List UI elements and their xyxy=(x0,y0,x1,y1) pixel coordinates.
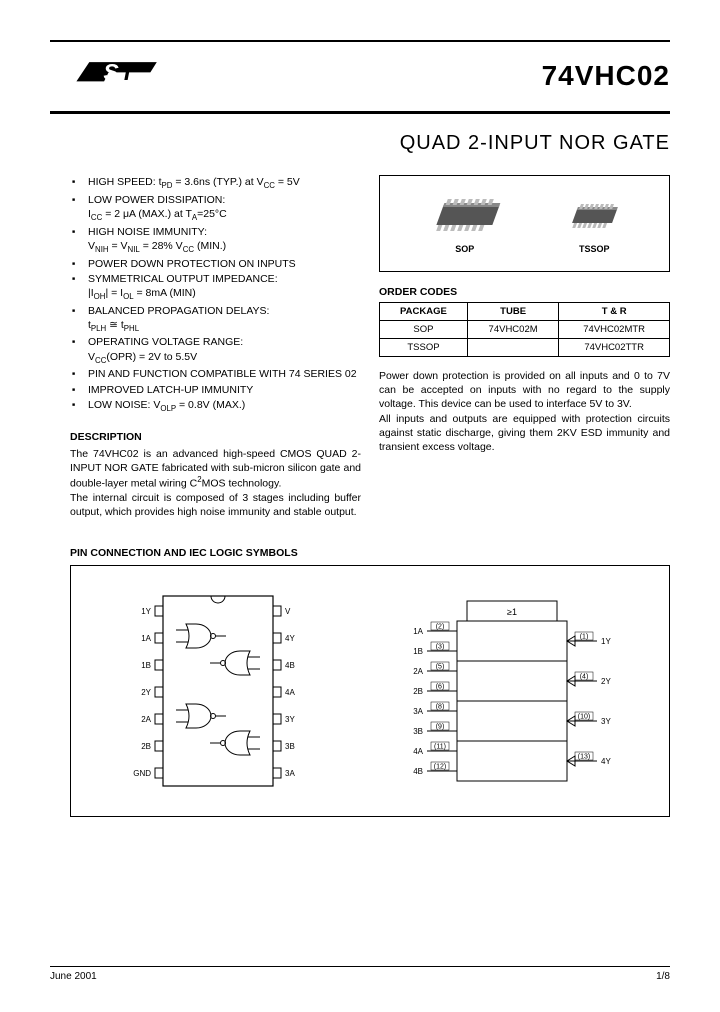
feature-item: SYMMETRICAL OUTPUT IMPEDANCE:|IOH| = IOL… xyxy=(80,272,361,303)
header: S T 74VHC02 xyxy=(70,48,670,103)
st-logo: S T xyxy=(70,48,160,103)
svg-text:4B: 4B xyxy=(413,767,423,776)
description-text: The 74VHC02 is an advanced high-speed CM… xyxy=(70,447,361,519)
iec-logic-diagram: ≥1 (2) 1A (3) 1B (5) 2A (6) 2B (8) 3A (9) 3B (11) 4A (… xyxy=(387,591,627,791)
svg-text:2Y: 2Y xyxy=(601,677,611,686)
right-description: Power down protection is provided on all… xyxy=(379,369,670,454)
svg-text:4B: 4B xyxy=(285,661,295,670)
feature-item: POWER DOWN PROTECTION ON INPUTS xyxy=(80,257,361,271)
svg-text:3B: 3B xyxy=(285,742,295,751)
svg-text:(2): (2) xyxy=(436,623,445,630)
description-heading: DESCRIPTION xyxy=(70,430,361,444)
svg-text:(10): (10) xyxy=(578,713,590,720)
svg-text:(9): (9) xyxy=(436,723,445,730)
order-codes-table: PACKAGE TUBE T & R SOP 74VHC02M 74VHC02M… xyxy=(379,302,670,357)
svg-text:2A: 2A xyxy=(141,715,151,724)
footer-page: 1/8 xyxy=(656,971,670,982)
svg-text:3Y: 3Y xyxy=(601,717,611,726)
svg-text:(13): (13) xyxy=(578,753,590,760)
svg-text:4A: 4A xyxy=(285,688,295,697)
svg-text:(8): (8) xyxy=(436,703,445,710)
svg-text:1A: 1A xyxy=(413,627,423,636)
table-row: SOP 74VHC02M 74VHC02MTR xyxy=(380,321,670,339)
svg-text:2B: 2B xyxy=(413,687,423,696)
svg-text:2A: 2A xyxy=(413,667,423,676)
part-number: 74VHC02 xyxy=(542,60,670,92)
svg-text:3B: 3B xyxy=(413,727,423,736)
table-header: T & R xyxy=(559,303,670,321)
package-sop: SOP xyxy=(420,193,510,254)
svg-text:3Y: 3Y xyxy=(285,715,295,724)
svg-text:4Y: 4Y xyxy=(601,757,611,766)
feature-item: LOW POWER DISSIPATION:ICC = 2 μA (MAX.) … xyxy=(80,193,361,224)
feature-item: OPERATING VOLTAGE RANGE:VCC(OPR) = 2V to… xyxy=(80,335,361,366)
order-codes-heading: ORDER CODES xyxy=(379,286,670,298)
feature-item: HIGH SPEED: tPD = 3.6ns (TYP.) at VCC = … xyxy=(80,175,361,192)
svg-text:1Y: 1Y xyxy=(141,607,151,616)
svg-text:(1): (1) xyxy=(580,633,589,640)
svg-text:2B: 2B xyxy=(141,742,151,751)
feature-item: LOW NOISE: VOLP = 0.8V (MAX.) xyxy=(80,398,361,415)
svg-text:(4): (4) xyxy=(580,673,589,680)
pin-connection-diagram: 1Y 1A 1B 2Y 2A 2B GND VCC 4Y 4B 4A 3Y 3B… xyxy=(113,586,323,796)
page-title: QUAD 2-INPUT NOR GATE xyxy=(70,132,670,155)
svg-text:(5): (5) xyxy=(436,663,445,670)
svg-text:(3): (3) xyxy=(436,643,445,650)
svg-text:3A: 3A xyxy=(413,707,423,716)
feature-item: HIGH NOISE IMMUNITY:VNIH = VNIL = 28% VC… xyxy=(80,225,361,256)
svg-text:S: S xyxy=(103,59,119,85)
svg-text:4Y: 4Y xyxy=(285,634,295,643)
package-tssop: TSSOP xyxy=(559,193,629,254)
svg-text:(11): (11) xyxy=(434,743,446,750)
table-header: TUBE xyxy=(467,303,558,321)
svg-text:3A: 3A xyxy=(285,769,295,778)
svg-text:VCC: VCC xyxy=(285,607,291,616)
svg-text:(6): (6) xyxy=(436,683,445,690)
feature-item: PIN AND FUNCTION COMPATIBLE WITH 74 SERI… xyxy=(80,367,361,381)
svg-text:T: T xyxy=(120,59,136,85)
feature-item: BALANCED PROPAGATION DELAYS:tPLH ≅ tPHL xyxy=(80,304,361,335)
svg-text:1Y: 1Y xyxy=(601,637,611,646)
pin-section-heading: PIN CONNECTION AND IEC LOGIC SYMBOLS xyxy=(70,547,670,559)
svg-text:1B: 1B xyxy=(413,647,423,656)
sop-label: SOP xyxy=(420,244,510,254)
table-row: TSSOP 74VHC02TTR xyxy=(380,339,670,357)
feature-item: IMPROVED LATCH-UP IMMUNITY xyxy=(80,383,361,397)
table-header: PACKAGE xyxy=(380,303,468,321)
svg-text:GND: GND xyxy=(133,769,151,778)
pin-diagrams-box: 1Y 1A 1B 2Y 2A 2B GND VCC 4Y 4B 4A 3Y 3B… xyxy=(70,565,670,817)
feature-list: HIGH SPEED: tPD = 3.6ns (TYP.) at VCC = … xyxy=(70,175,361,414)
footer-date: June 2001 xyxy=(50,971,97,982)
pin-row: 1Y xyxy=(141,606,163,616)
tssop-label: TSSOP xyxy=(559,244,629,254)
package-box: SOP xyxy=(379,175,670,272)
svg-text:≥1: ≥1 xyxy=(507,607,517,617)
svg-text:1B: 1B xyxy=(141,661,151,670)
svg-text:(12): (12) xyxy=(434,763,446,770)
svg-text:1A: 1A xyxy=(141,634,151,643)
svg-text:2Y: 2Y xyxy=(141,688,151,697)
footer: June 2001 1/8 xyxy=(50,966,670,982)
svg-text:4A: 4A xyxy=(413,747,423,756)
